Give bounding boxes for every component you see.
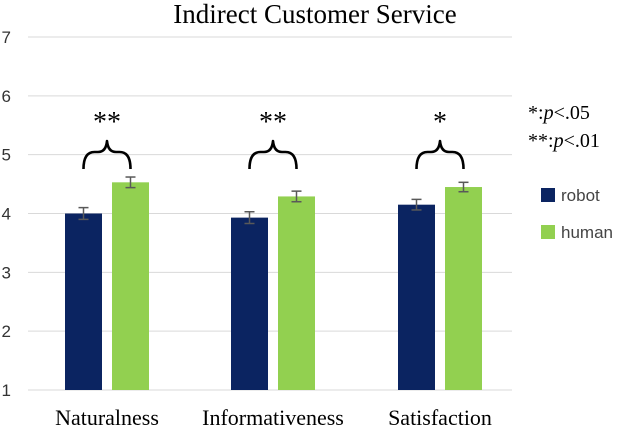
legend-swatch-human [541, 225, 555, 239]
chart-title: Indirect Customer Service [173, 0, 456, 29]
sig-legend-line-1: *:p<.05 [528, 102, 590, 124]
bars [65, 182, 482, 390]
significance-stars: * [433, 107, 447, 138]
y-tick-label: 3 [2, 263, 11, 282]
y-axis: 1 2 3 4 5 6 7 [2, 28, 11, 400]
bar-robot [398, 204, 435, 390]
sig-legend-stars-2: **: [528, 130, 554, 152]
sig-legend-threshold-2: <.01 [564, 130, 600, 152]
x-tick-label: Naturalness [55, 405, 159, 429]
error-bars [78, 176, 469, 225]
x-axis-labels: Naturalness Informativeness Satisfaction [55, 405, 492, 429]
bar-robot [231, 217, 268, 390]
legend-label-human: human [561, 223, 613, 242]
bar-human [445, 187, 482, 390]
y-tick-label: 1 [2, 381, 11, 400]
y-tick-label: 2 [2, 322, 11, 341]
significance-annotations: ** ** * [82, 107, 465, 170]
sig-legend-p-2: p [552, 130, 564, 152]
y-tick-label: 6 [2, 87, 11, 106]
legend: robot human [541, 186, 613, 242]
y-tick-label: 7 [2, 28, 11, 47]
significance-brace [82, 139, 132, 170]
sig-legend-line-2: **:p<.01 [528, 130, 600, 152]
significance-brace [415, 139, 465, 170]
legend-swatch-robot [541, 188, 555, 202]
significance-stars: ** [259, 107, 287, 138]
sig-legend-stars-1: *: [528, 102, 544, 124]
significance-stars: ** [93, 107, 121, 138]
y-tick-label: 5 [2, 146, 11, 165]
significance-brace [248, 139, 298, 170]
grid-lines [28, 36, 512, 391]
bar-robot [65, 213, 102, 390]
bar-human [112, 182, 149, 390]
x-tick-label: Informativeness [202, 405, 344, 429]
y-tick-label: 4 [2, 205, 11, 224]
legend-label-robot: robot [561, 186, 600, 205]
significance-legend: *:p<.05 **:p<.01 [528, 102, 600, 152]
sig-legend-p-1: p [542, 102, 554, 124]
sig-legend-threshold-1: <.05 [554, 102, 590, 124]
x-tick-label: Satisfaction [388, 405, 492, 429]
bar-human [278, 196, 315, 390]
